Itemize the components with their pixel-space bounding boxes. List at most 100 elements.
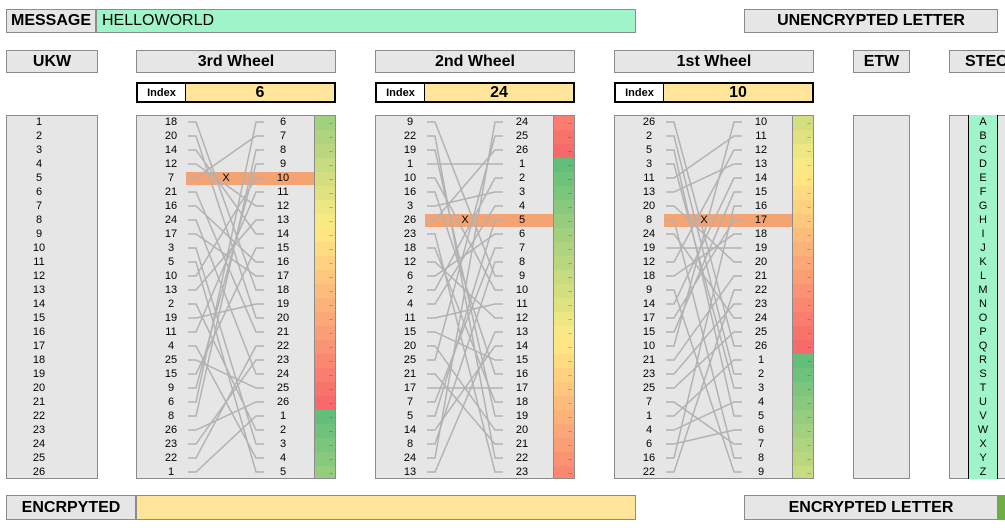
wheel-left-number: 10 [164,270,178,282]
wheel-left-number: 13 [642,186,656,198]
wire [427,205,503,305]
wheel-left-number: 1 [645,410,653,422]
wire [427,261,503,445]
ukw-number: 25 [32,452,46,464]
ukw-number: 17 [32,340,46,352]
wire [188,219,264,291]
wheel-left-number: 11 [643,172,655,184]
wire [188,247,264,375]
wheel-wiring [666,121,742,473]
wheel-right-number: 8 [757,452,765,464]
wheel-right-column: 10 11 12 13 14 15 16 17 18 19 20 21 22 23 24 25 26 1 2 3 4 5 6… [746,115,776,479]
wheel-right-column: 24 25 26 1 2 3 4 5 6 7 8 9 10 11 12 13 14 15 16 17 18 19 20 21 2… [507,115,537,479]
stecker-letter: J [980,242,986,254]
ukw-number: 24 [32,438,46,450]
stecker-letter: Z [979,466,987,478]
strip-cell: .. [793,172,813,186]
wheel-left-number: 24 [642,228,656,240]
wheel-left-number: 22 [642,466,656,478]
wheel-right-number: 24 [754,312,768,324]
stecker-letter: X [979,438,987,450]
wire [188,345,264,459]
strip-cell: .. [315,354,335,368]
wire [188,121,264,403]
wheel-right-number: 23 [276,354,290,366]
wheel-right-number: 4 [279,452,287,464]
wheel-left-number: 10 [642,340,656,352]
message-input[interactable]: HELLOWORLD [96,9,636,33]
strip-cell: .. [554,326,574,340]
wheel-left-number: 22 [164,452,178,464]
wheel-left-number: 18 [164,116,178,128]
strip-cell: .. [315,452,335,466]
wheel-left-number: 14 [642,298,656,310]
ukw-number: 2 [35,130,43,142]
wheel-right-number: 8 [279,144,287,156]
wheel-left-number: 1 [167,466,175,478]
wheel-2-index-label: Index [375,82,425,103]
stecker-letter: W [977,424,989,436]
strip-cell: .. [793,116,813,130]
wheel-left-number: 3 [645,158,653,170]
strip-cell: .. [554,214,574,228]
strip-cell: .. [315,144,335,158]
stecker-letter: N [979,298,987,310]
strip-cell: .. [315,186,335,200]
strip-cell: .. [793,340,813,354]
strip-cell: .. [793,312,813,326]
stecker-letter: B [979,130,987,142]
strip-cell: .. [554,396,574,410]
wheel-right-number: 24 [515,116,529,128]
wheel-right-number: 4 [518,200,526,212]
wire [666,149,742,417]
wheel-right-number: 11 [755,130,767,142]
wheel-left-number: 20 [164,130,178,142]
wheel-2-index-value[interactable]: 24 [425,82,575,103]
strip-cell: .. [554,228,574,242]
ukw-number: 13 [32,284,46,296]
strip-cell: .. [554,312,574,326]
ukw-number: 18 [32,354,46,366]
selected-mark: X [461,214,469,226]
strip-cell: .. [315,116,335,130]
wheel-left-number: 14 [164,144,178,156]
stecker-letter: S [979,368,987,380]
strip-cell: .. [315,340,335,354]
wire [188,401,264,431]
strip-cell: .. [793,228,813,242]
wire [666,359,742,417]
wheel-left-number: 23 [403,228,417,240]
stecker-header: STECKER [949,50,1005,73]
encrypted-label: ENCRPYTED [6,495,136,520]
wheel-1-index-value[interactable]: 10 [664,82,814,103]
encrypted-output[interactable] [136,495,636,520]
wire [188,359,264,389]
wheel-right-number: 13 [515,326,529,338]
wheel-right-number: 20 [754,256,768,268]
wire [666,331,742,389]
strip-cell: .. [793,368,813,382]
wheel-right-number: 12 [515,312,529,324]
wheel-right-number: 1 [518,158,526,170]
wheel-right-number: 12 [276,200,290,212]
wheel-3-index-value[interactable]: 6 [186,82,336,103]
wheel-right-number: 25 [515,130,529,142]
wheel-right-number: 19 [515,410,529,422]
wheel-left-number: 2 [645,130,653,142]
wheel-wiring [427,121,503,473]
wheel-right-number: 26 [515,144,529,156]
strip-cell: .. [793,144,813,158]
wheel-right-number: 15 [276,242,290,254]
wire [427,135,503,361]
strip-cell: .. [554,200,574,214]
strip-cell: .. [315,284,335,298]
wheel-left-number: 21 [642,354,656,366]
ukw-number: 23 [32,424,46,436]
wheel-left-number: 12 [642,256,656,268]
selected-mark: X [222,172,230,184]
stecker-letter: H [979,214,987,226]
strip-cell: .. [793,242,813,256]
wheel-right-number: 18 [276,284,290,296]
strip-cell: .. [554,354,574,368]
wheel-left-number: 25 [164,354,178,366]
